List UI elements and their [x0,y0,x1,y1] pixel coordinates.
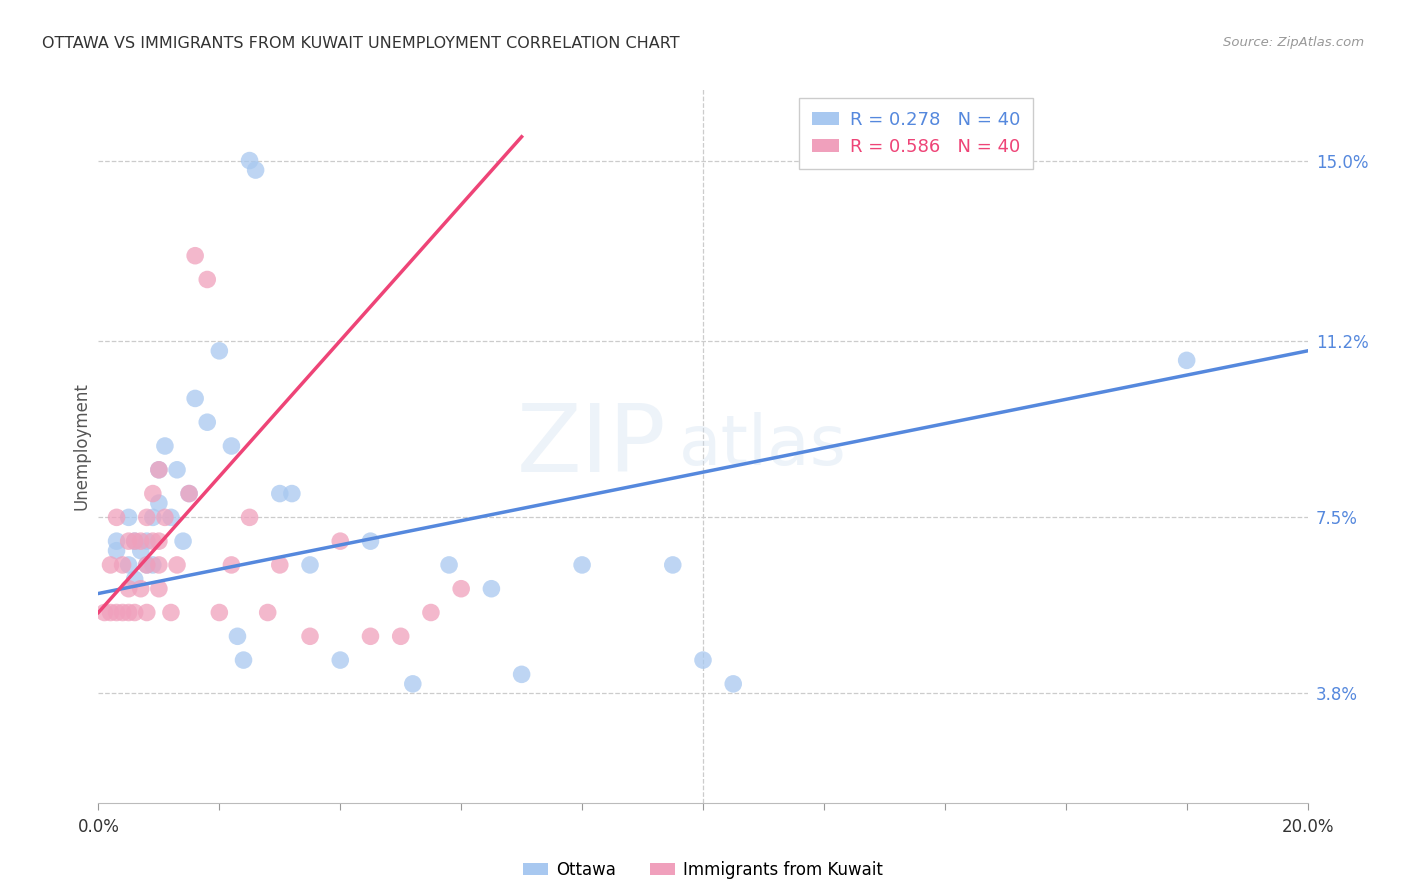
Point [118,510,141,524]
Point [232,653,254,667]
Point [100,606,122,620]
Point [100,558,122,572]
Point [105,606,128,620]
Point [105,510,128,524]
Point [662,558,685,572]
Point [179,486,201,500]
Point [142,534,165,549]
Point [135,534,157,549]
Y-axis label: Unemployment: Unemployment [72,382,90,510]
Point [437,558,460,572]
Point [329,653,352,667]
Point [118,558,141,572]
Point [481,582,503,596]
Text: OTTAWA VS IMMIGRANTS FROM KUWAIT UNEMPLOYMENT CORRELATION CHART: OTTAWA VS IMMIGRANTS FROM KUWAIT UNEMPLO… [42,36,681,51]
Text: atlas: atlas [679,412,846,480]
Point [93,606,115,620]
Point [221,558,243,572]
Point [208,343,231,358]
Point [571,558,593,572]
Point [208,606,231,620]
Point [148,463,170,477]
Point [160,510,183,524]
Point [153,510,176,524]
Point [389,629,412,643]
Text: Source: ZipAtlas.com: Source: ZipAtlas.com [1223,36,1364,49]
Point [221,439,243,453]
Point [184,249,207,263]
Point [124,572,146,586]
Text: ZIP: ZIP [517,400,666,492]
Point [135,510,157,524]
Point [111,606,134,620]
Point [256,606,278,620]
Point [239,510,262,524]
Point [329,534,352,549]
Point [195,272,218,286]
Point [135,606,157,620]
Point [184,392,207,406]
Point [135,558,157,572]
Point [245,163,267,178]
Point [166,463,188,477]
Point [281,486,304,500]
Point [124,534,146,549]
Point [226,629,249,643]
Point [148,558,170,572]
Legend: R = 0.278   N = 40, R = 0.586   N = 40: R = 0.278 N = 40, R = 0.586 N = 40 [799,98,1032,169]
Point [129,582,152,596]
Point [420,606,443,620]
Legend: Ottawa, Immigrants from Kuwait: Ottawa, Immigrants from Kuwait [519,855,887,884]
Point [450,582,472,596]
Point [402,677,425,691]
Point [195,415,218,429]
Point [360,629,382,643]
Point [299,629,322,643]
Point [105,543,128,558]
Point [148,496,170,510]
Point [172,534,194,549]
Point [118,582,141,596]
Point [142,558,165,572]
Point [118,534,141,549]
Point [124,606,146,620]
Point [135,558,157,572]
Point [148,463,170,477]
Point [269,558,291,572]
Point [129,534,152,549]
Point [111,558,134,572]
Point [179,486,201,500]
Point [692,653,714,667]
Point [510,667,533,681]
Point [148,582,170,596]
Point [239,153,262,168]
Point [166,558,188,572]
Point [153,439,176,453]
Point [124,534,146,549]
Point [299,558,322,572]
Point [160,606,183,620]
Point [142,486,165,500]
Point [723,677,745,691]
Point [105,534,128,549]
Point [118,606,141,620]
Point [148,534,170,549]
Point [360,534,382,549]
Point [1175,353,1198,368]
Point [269,486,291,500]
Point [129,543,152,558]
Point [142,510,165,524]
